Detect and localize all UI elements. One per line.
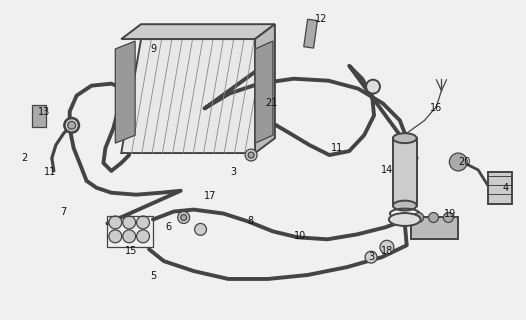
Ellipse shape: [393, 133, 417, 143]
Circle shape: [248, 152, 254, 158]
Text: 5: 5: [150, 271, 156, 281]
Bar: [304, 19, 317, 48]
Circle shape: [64, 117, 79, 133]
Bar: [107, 215, 153, 247]
Polygon shape: [255, 24, 275, 153]
Ellipse shape: [389, 213, 421, 226]
Circle shape: [68, 121, 76, 129]
Circle shape: [109, 230, 122, 243]
Polygon shape: [121, 24, 275, 39]
Circle shape: [178, 212, 190, 223]
Text: 2: 2: [21, 153, 27, 163]
Text: 7: 7: [60, 206, 67, 217]
Circle shape: [137, 216, 149, 229]
Circle shape: [181, 214, 187, 220]
Bar: [32, 106, 46, 127]
Circle shape: [65, 118, 78, 132]
Text: 4: 4: [503, 183, 509, 193]
Polygon shape: [121, 39, 275, 153]
Circle shape: [123, 230, 136, 243]
Text: 3: 3: [368, 252, 374, 262]
Circle shape: [443, 212, 453, 222]
Text: 14: 14: [381, 165, 393, 175]
Ellipse shape: [393, 201, 417, 211]
Text: 13: 13: [38, 108, 50, 117]
Circle shape: [429, 212, 439, 222]
Circle shape: [365, 251, 377, 263]
Text: 15: 15: [125, 246, 137, 256]
Text: 12: 12: [315, 14, 328, 24]
Bar: [393, 138, 417, 206]
Text: 20: 20: [458, 157, 470, 167]
Circle shape: [109, 216, 122, 229]
Circle shape: [449, 153, 467, 171]
Circle shape: [245, 149, 257, 161]
Text: 18: 18: [381, 246, 393, 256]
Text: 19: 19: [444, 209, 457, 219]
Text: 11: 11: [331, 143, 343, 153]
Circle shape: [123, 216, 136, 229]
Text: 3: 3: [230, 167, 236, 177]
Circle shape: [137, 230, 149, 243]
Bar: [411, 218, 458, 239]
Bar: [488, 172, 512, 204]
Text: 21: 21: [266, 98, 278, 108]
Text: 17: 17: [204, 191, 217, 201]
Circle shape: [366, 80, 380, 93]
Text: 16: 16: [430, 103, 442, 114]
Circle shape: [380, 240, 394, 254]
Text: 6: 6: [166, 222, 172, 232]
Circle shape: [195, 223, 207, 235]
Circle shape: [413, 212, 423, 222]
Polygon shape: [115, 41, 135, 143]
Text: 10: 10: [294, 231, 306, 241]
Text: 9: 9: [150, 44, 156, 54]
Polygon shape: [255, 41, 273, 143]
Text: 8: 8: [247, 216, 253, 227]
Text: 11: 11: [44, 167, 56, 177]
